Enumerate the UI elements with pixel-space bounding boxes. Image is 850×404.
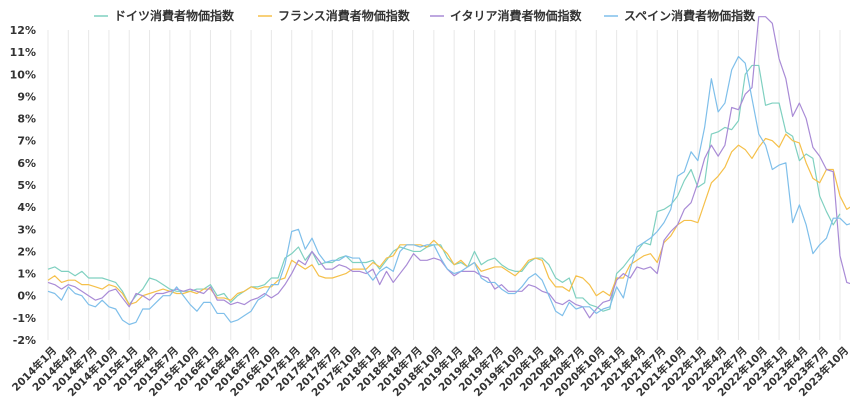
- y-axis: 12% 11% 10% 9% 8% 7% 6% 5% 4% 3% 2% 1% 0% -1% -2%: [10, 24, 36, 347]
- legend-label: フランス消費者物価指数: [278, 8, 411, 23]
- y-tick-label: 3%: [17, 223, 36, 236]
- y-tick-label: 2%: [17, 245, 36, 258]
- y-tick-label: 5%: [17, 179, 36, 192]
- series-line-4: [47, 55, 850, 326]
- chart-grid: [47, 30, 841, 340]
- series-line-2: [47, 133, 850, 306]
- y-tick-label: 4%: [17, 201, 36, 214]
- y-tick-label: 8%: [17, 113, 36, 126]
- chart-legend: ドイツ消費者物価指数 フランス消費者物価指数 イタリア消費者物価指数 スペイン消費者物…: [94, 8, 756, 23]
- y-tick-label: 6%: [17, 157, 36, 170]
- plot-area: [47, 16, 850, 326]
- x-axis: 2014年1月2014年4月2014年7月2014年10月2015年1月2015…: [9, 344, 850, 399]
- series-line-1: [47, 64, 841, 312]
- y-tick-label: 0%: [17, 290, 36, 303]
- legend-label: スペイン消費者物価指数: [624, 8, 756, 23]
- legend-label: ドイツ消費者物価指数: [114, 8, 235, 23]
- y-tick-label: 10%: [10, 68, 36, 81]
- y-tick-label: 7%: [17, 135, 36, 148]
- y-tick-label: -2%: [13, 334, 36, 347]
- y-tick-label: -1%: [13, 312, 36, 325]
- y-tick-label: 9%: [17, 90, 36, 103]
- legend-label: イタリア消費者物価指数: [450, 8, 583, 23]
- y-tick-label: 11%: [10, 46, 36, 59]
- y-tick-label: 1%: [17, 268, 36, 281]
- y-tick-label: 12%: [10, 24, 36, 37]
- series-line-3: [47, 16, 850, 319]
